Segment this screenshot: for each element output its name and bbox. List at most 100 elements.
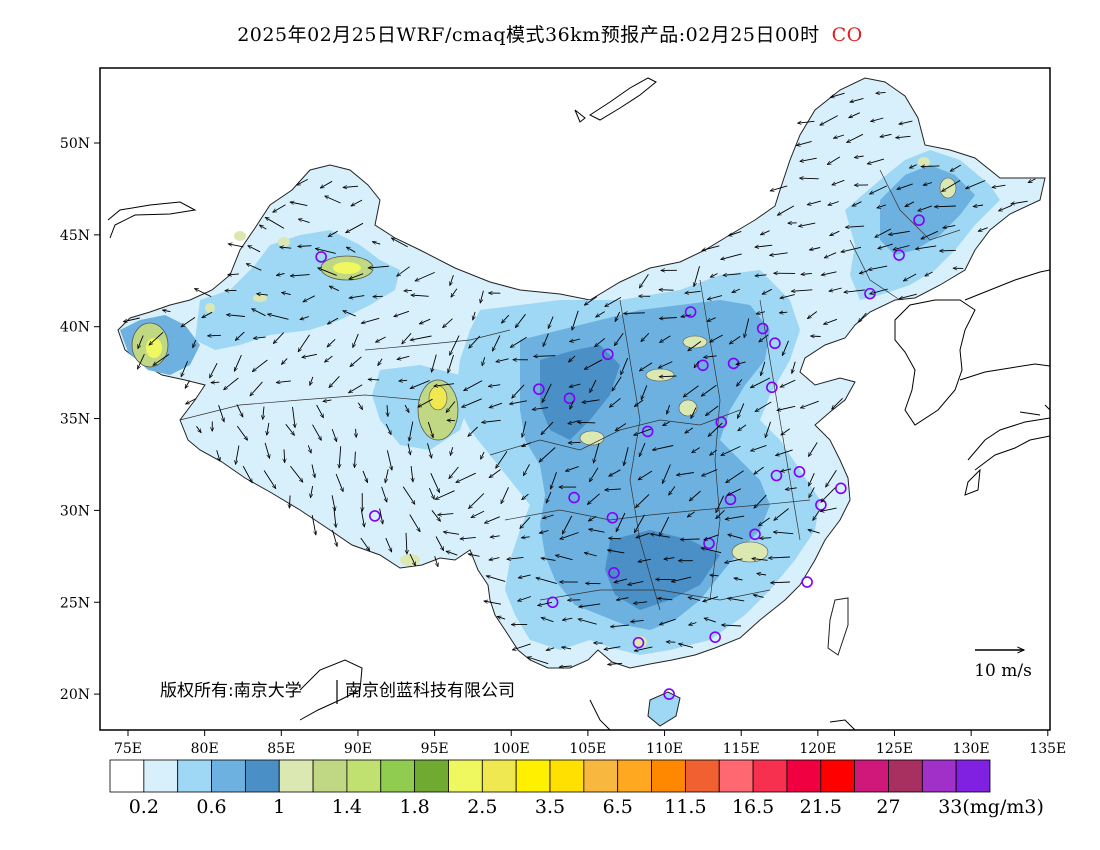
wind-arrow: [595, 338, 606, 346]
wind-arrow: [726, 470, 744, 483]
wind-arrow: [705, 405, 719, 416]
wind-scale-label: 10 m/s: [974, 661, 1032, 681]
wind-arrow: [302, 353, 317, 357]
wind-arrow: [858, 312, 867, 322]
wind-arrow: [512, 643, 531, 650]
copyright-right: 南京创蓝科技有限公司: [345, 681, 515, 701]
colorbar-label: 11.5: [664, 796, 706, 818]
wind-arrow: [781, 428, 791, 435]
wind-arrow: [781, 468, 792, 472]
wind-arrow: [759, 334, 769, 342]
wind-arrow: [372, 242, 381, 245]
wind-arrow: [543, 333, 549, 347]
colorbar-swatch: [244, 759, 280, 793]
wind-arrow: [811, 336, 821, 337]
wind-arrow: [999, 204, 1013, 212]
colorbar-swatch: [955, 759, 991, 793]
wind-arrow: [311, 464, 315, 478]
station-markers: [315, 214, 925, 700]
wind-arrow: [298, 246, 312, 247]
wind-arrow: [136, 354, 145, 369]
wind-arrow: [903, 273, 917, 282]
wind-arrow: [449, 335, 460, 356]
wind-arrow: [607, 550, 625, 554]
wind-arrow: [434, 383, 455, 387]
wind-arrow: [608, 663, 623, 664]
wind-arrow: [263, 406, 264, 420]
wind-arrow: [308, 445, 311, 453]
copyright-left: 版权所有:南京大学: [160, 681, 302, 701]
wind-arrow: [572, 310, 579, 330]
wind-arrow: [218, 405, 225, 422]
wind-arrow: [681, 315, 692, 317]
wind-arrow: [435, 490, 455, 500]
wind-arrow: [754, 466, 764, 474]
wind-arrow: [562, 647, 572, 649]
wind-arrow: [209, 362, 218, 378]
wind-arrow: [612, 376, 622, 391]
wind-arrow: [555, 555, 573, 561]
wind-arrow: [589, 379, 597, 393]
wind-arrow: [587, 493, 600, 505]
wind-arrow: [732, 288, 740, 294]
wind-arrow: [325, 195, 341, 204]
wind-arrow: [859, 270, 869, 274]
wind-arrow: [153, 354, 170, 365]
wind-arrow: [845, 226, 865, 227]
wind-arrow: [327, 338, 336, 347]
colorbar-label: 0.6: [196, 796, 226, 818]
wind-arrow: [737, 379, 743, 386]
wind-arrow: [761, 361, 766, 376]
wind-arrow: [512, 384, 525, 398]
wind-arrow: [518, 574, 531, 578]
colorbar-swatch: [109, 759, 145, 793]
wind-arrow: [923, 182, 933, 186]
wind-arrow: [636, 532, 650, 538]
station-marker: [835, 482, 847, 495]
wind-arrow: [690, 407, 697, 419]
wind-arrow: [208, 335, 221, 336]
wind-arrow: [966, 180, 986, 190]
wind-arrow: [760, 230, 770, 236]
wind-arrow: [248, 245, 261, 253]
wind-arrow: [411, 295, 429, 296]
wind-arrow: [482, 419, 501, 422]
lat-tick-label: 50N: [60, 136, 90, 152]
wind-arrow: [830, 92, 845, 97]
wind-arrow: [832, 397, 843, 409]
wind-arrow: [149, 331, 164, 345]
wind-arrow: [757, 573, 767, 575]
wind-arrow: [679, 644, 694, 648]
wind-arrow: [897, 183, 913, 190]
wind-arrow: [329, 375, 340, 387]
wind-arrow: [276, 274, 285, 276]
wind-arrow: [276, 381, 291, 383]
wind-arrow: [379, 508, 383, 525]
wind-arrow: [688, 341, 702, 351]
wind-arrow: [415, 271, 435, 282]
wind-arrow: [290, 275, 310, 276]
wind-arrow: [780, 294, 795, 299]
wind-arrow: [707, 295, 723, 300]
wind-arrow: [755, 401, 772, 412]
wind-arrow: [943, 224, 956, 228]
wind-arrow: [311, 515, 316, 535]
wind-arrow: [469, 335, 481, 348]
wind-arrow: [1028, 178, 1036, 184]
wind-arrow: [899, 120, 913, 124]
wind-arrow: [228, 244, 244, 248]
wind-arrow: [252, 308, 266, 317]
wind-arrow: [584, 359, 603, 370]
colorbar-swatch: [312, 759, 348, 793]
wind-arrow: [844, 289, 865, 292]
wind-arrow: [694, 266, 700, 286]
wind-arrow: [500, 487, 509, 503]
wind-arrow: [692, 447, 700, 453]
wind-arrow: [315, 248, 336, 254]
wind-arrow: [378, 358, 383, 366]
wind-arrow: [360, 537, 370, 551]
wind-arrow: [656, 579, 676, 580]
wind-arrow: [909, 164, 917, 169]
wind-arrow: [728, 534, 743, 540]
